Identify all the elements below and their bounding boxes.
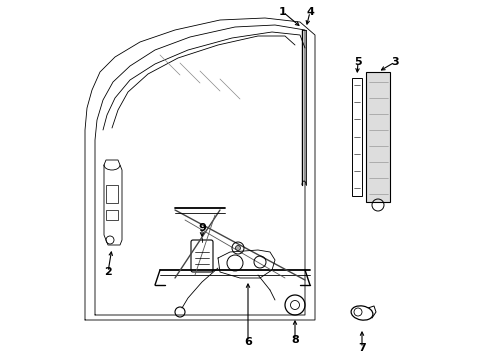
Text: 1: 1 (279, 7, 287, 17)
Bar (106, 210, 118, 220)
Text: 9: 9 (198, 223, 206, 233)
FancyBboxPatch shape (191, 240, 213, 272)
Text: 3: 3 (391, 57, 399, 67)
Text: 7: 7 (358, 343, 366, 353)
Circle shape (236, 246, 241, 251)
Bar (366, 72, 390, 202)
Ellipse shape (351, 306, 373, 320)
Text: 2: 2 (104, 267, 112, 277)
Bar (106, 185, 118, 203)
Bar (352, 78, 362, 196)
Text: 6: 6 (244, 337, 252, 347)
Text: 8: 8 (291, 335, 299, 345)
Text: 4: 4 (306, 7, 314, 17)
Text: 5: 5 (354, 57, 362, 67)
